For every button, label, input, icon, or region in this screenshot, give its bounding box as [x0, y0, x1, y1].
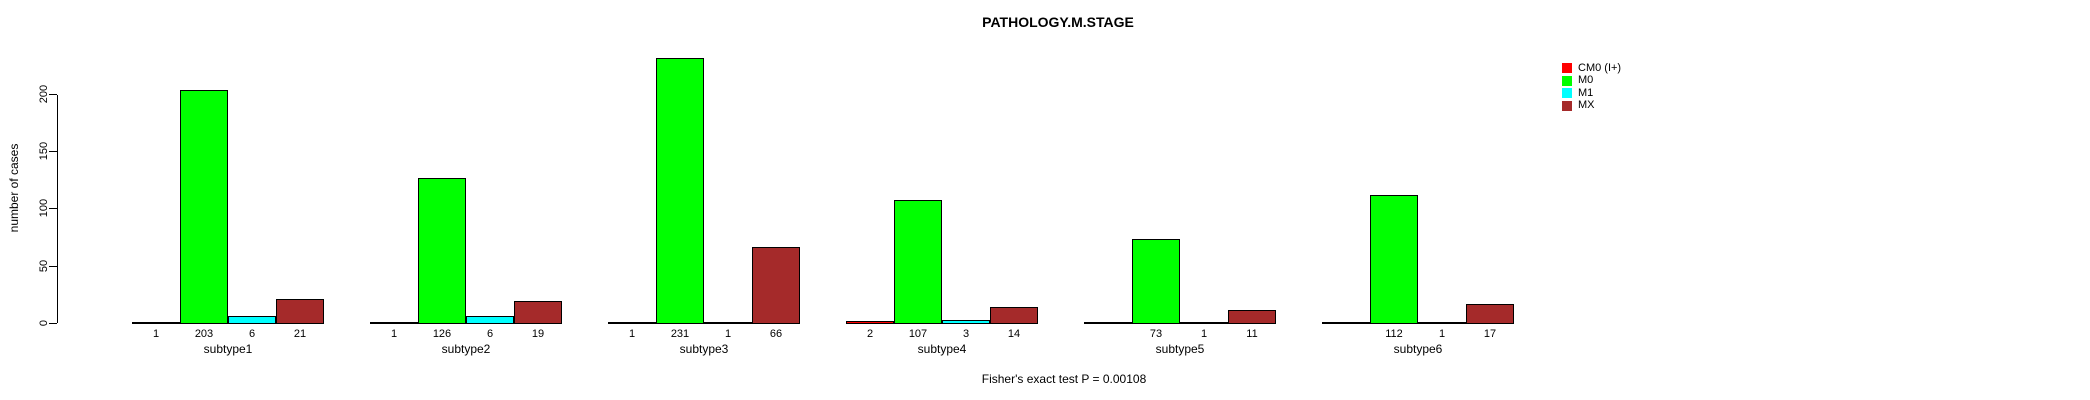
bar-subtype4-M0: [894, 200, 942, 324]
bar-value-label: 1: [152, 328, 160, 340]
bar-value-label: 17: [1483, 328, 1497, 340]
bar-value-label: 21: [293, 328, 307, 340]
y-axis: [57, 94, 58, 323]
bar-value-label: 231: [670, 328, 690, 340]
x-category-label: subtype3: [679, 342, 729, 356]
bar-subtype5-M0: [1132, 239, 1180, 324]
bar-subtype1-MX: [276, 299, 324, 324]
bar-value-label: 1: [1438, 328, 1446, 340]
bar-subtype5-M1: [1180, 322, 1228, 324]
x-category-label: subtype2: [441, 342, 491, 356]
bar-subtype6-M1: [1418, 322, 1466, 324]
x-category-label: subtype4: [917, 342, 967, 356]
bar-value-label: 1: [628, 328, 636, 340]
bar-value-label: 3: [962, 328, 970, 340]
legend-entry: M0: [1562, 75, 1621, 88]
bar-value-label: 73: [1149, 328, 1163, 340]
bar-subtype4-CM0I: [846, 321, 894, 324]
legend-label: CM0 (I+): [1578, 61, 1622, 74]
legend-swatch: [1562, 100, 1572, 111]
bar-value-label: 6: [248, 328, 256, 340]
y-tick-label: 0: [38, 319, 50, 327]
bar-subtype3-M0: [656, 58, 704, 324]
bar-subtype3-MX: [752, 247, 800, 324]
x-category-label: subtype6: [1393, 342, 1443, 356]
legend-label: M1: [1578, 86, 1594, 99]
bar-subtype3-CM0I: [608, 322, 656, 324]
y-axis-label: number of cases: [7, 143, 21, 233]
bar-value-label: 1: [724, 328, 732, 340]
bar-value-label: 112: [1385, 328, 1403, 340]
bar-value-label: 6: [486, 328, 494, 340]
bar-value-label: 107: [908, 328, 928, 340]
bar-value-label: 2: [866, 328, 874, 340]
legend-swatch: [1562, 75, 1572, 86]
bar-subtype2-MX: [514, 301, 562, 324]
bar-value-label: 11: [1246, 328, 1258, 340]
bar-subtype2-M1: [466, 316, 514, 324]
bar-value-label: 1: [390, 328, 398, 340]
legend-entry: M1: [1562, 87, 1621, 100]
y-tick-label: 50: [38, 259, 50, 272]
x-category-label: subtype5: [1155, 342, 1205, 356]
legend-label: MX: [1578, 99, 1595, 112]
y-tick: [49, 208, 57, 210]
legend-entry: CM0 (I+): [1562, 62, 1621, 75]
y-tick-label: 100: [38, 199, 50, 218]
bar-value-label: 19: [531, 328, 545, 340]
bar-subtype3-M1: [704, 322, 752, 324]
bar-subtype5-MX: [1228, 310, 1276, 324]
bar-value-label: 66: [769, 328, 783, 340]
y-tick: [49, 93, 57, 95]
bar-value-label: 203: [194, 328, 214, 340]
y-tick: [49, 150, 57, 152]
bar-subtype6-MX: [1466, 304, 1514, 324]
bar-value-label: 126: [432, 328, 452, 340]
fisher-test-note: Fisher's exact test P = 0.00108: [981, 372, 1147, 386]
bar-subtype2-M0: [418, 178, 466, 324]
bar-subtype6-M0: [1370, 195, 1418, 324]
y-tick-label: 150: [38, 141, 50, 161]
bar-value-label: 14: [1007, 328, 1021, 340]
y-tick: [49, 323, 57, 324]
bar-subtype1-CM0I: [132, 322, 180, 324]
legend-swatch: [1562, 63, 1572, 74]
x-category-label: subtype1: [203, 342, 253, 356]
y-tick: [49, 265, 57, 267]
legend-entry: MX: [1562, 100, 1621, 113]
bar-value-label: 1: [1200, 328, 1208, 340]
legend-swatch: [1562, 88, 1572, 99]
legend-label: M0: [1578, 74, 1594, 87]
bar-subtype4-MX: [990, 307, 1038, 324]
bar-subtype2-CM0I: [370, 322, 418, 324]
chart-title: PATHOLOGY.M.STAGE: [982, 14, 1134, 30]
bar-subtype1-M0: [180, 90, 228, 324]
y-tick-label: 200: [38, 84, 50, 103]
bar-subtype4-M1: [942, 320, 990, 324]
bar-subtype1-M1: [228, 316, 276, 324]
legend: CM0 (I+) M0 M1 MX: [1562, 62, 1621, 112]
